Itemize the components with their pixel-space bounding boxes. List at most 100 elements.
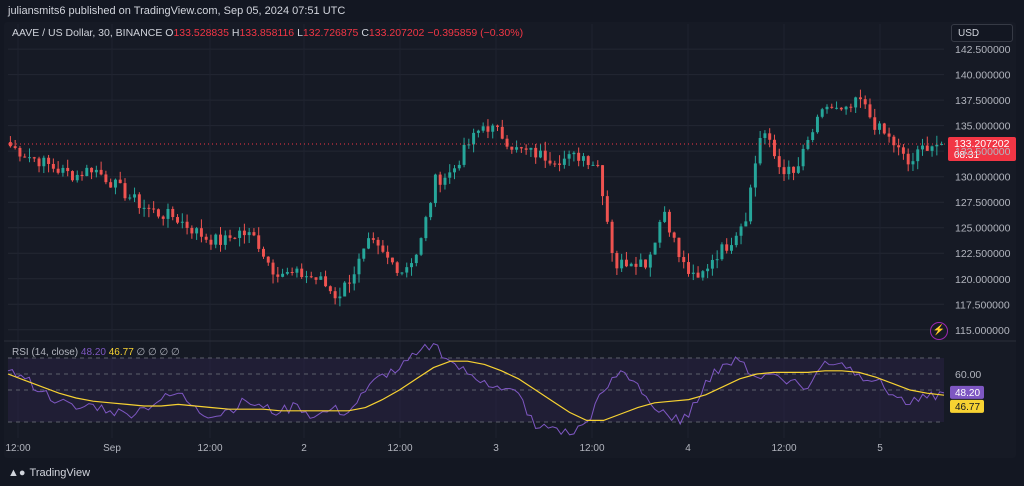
candlestick-series [8,89,944,307]
candle-body [309,276,313,278]
price-tick-label: 127.500000 [955,197,1011,209]
candle-body [916,149,920,162]
candle [901,144,905,160]
candle-body [419,238,423,255]
candle [99,161,103,176]
candle-body [839,107,843,110]
candle [75,170,79,183]
candle [304,270,308,284]
rsi-legend: RSI (14, close) 48.20 46.77 ∅ ∅ ∅ ∅ [12,346,180,359]
candle [51,158,55,173]
candle-body [199,228,203,237]
candle-body [257,235,261,249]
candle [730,237,733,254]
candle [863,95,867,109]
brand-footer[interactable]: ▲● TradingView [8,466,90,480]
candle-body [935,144,939,147]
candle [448,164,452,184]
candle-body [524,148,528,150]
candle-body [892,136,896,146]
candle [916,145,920,170]
candle [357,253,361,283]
candle-body [815,116,819,133]
candle-body [252,232,256,236]
candle [925,136,929,151]
candle-body [882,123,886,134]
candle-body [176,217,180,223]
candle-body [219,234,222,245]
candle-body [367,238,371,249]
candle-body [739,226,743,236]
candle-body [691,272,695,274]
tradingview-logo-icon: ▲● [8,467,26,479]
candle-body [381,245,385,252]
candle-body [156,209,160,217]
candle-body [730,245,733,251]
candle [381,240,385,254]
candle [414,253,418,267]
candle [677,237,681,263]
candle-body [940,144,944,146]
candle-body [476,130,480,133]
candle-body [591,164,595,166]
candle-body [629,263,633,267]
candle-body [271,262,275,275]
candle [433,173,437,207]
candle [257,227,261,253]
candle-body [113,179,117,188]
candle-body [577,152,581,161]
candle-body [658,221,662,243]
candle-body [830,106,834,108]
candle [610,219,614,262]
candle-body [94,169,98,173]
symbol-name[interactable]: AAVE / US Dollar, 30, BINANCE [12,27,163,39]
candle [424,215,428,242]
candle [768,128,772,148]
candle-body [624,259,628,267]
candle-body [701,271,705,278]
candle [367,232,371,250]
candle-body [133,194,137,198]
candle [701,269,705,281]
candle [496,124,499,132]
candle-body [715,259,719,261]
rsi-ma-badge [950,399,984,413]
candle [849,103,853,113]
candle [921,138,924,156]
candle [47,154,51,173]
candle-body [825,106,829,110]
candle-body [51,163,55,169]
rsi-title[interactable]: RSI (14, close) [12,347,79,358]
rsi-ma-legend-value: 46.77 [108,347,134,358]
candle-body [90,167,94,173]
candle-body [37,158,41,167]
candle [262,246,265,259]
candle-body [519,147,523,149]
candle-body [911,161,915,165]
lightning-icon[interactable]: ⚡ [930,322,948,340]
candle [562,150,566,169]
candle-body [304,276,308,278]
candle [142,199,146,217]
candle [753,155,757,197]
candle [32,156,36,163]
candle-body [672,232,676,238]
candle [815,114,819,134]
candle [390,257,394,265]
price-badge-countdown: 08:31 [954,150,979,161]
chart-grid [4,24,1016,438]
candle-body [610,221,614,253]
brand-name: TradingView [29,467,91,479]
rsi-ma-badge-text: 46.77 [955,402,980,413]
candle [839,107,843,111]
candle [472,128,476,153]
candle [80,171,84,181]
candle-body [653,242,657,255]
candle [324,270,328,288]
candle-body [185,221,189,228]
currency-button[interactable]: USD [951,24,1013,42]
rsi-value-badge-text: 48.20 [955,388,980,399]
candle [577,147,581,167]
